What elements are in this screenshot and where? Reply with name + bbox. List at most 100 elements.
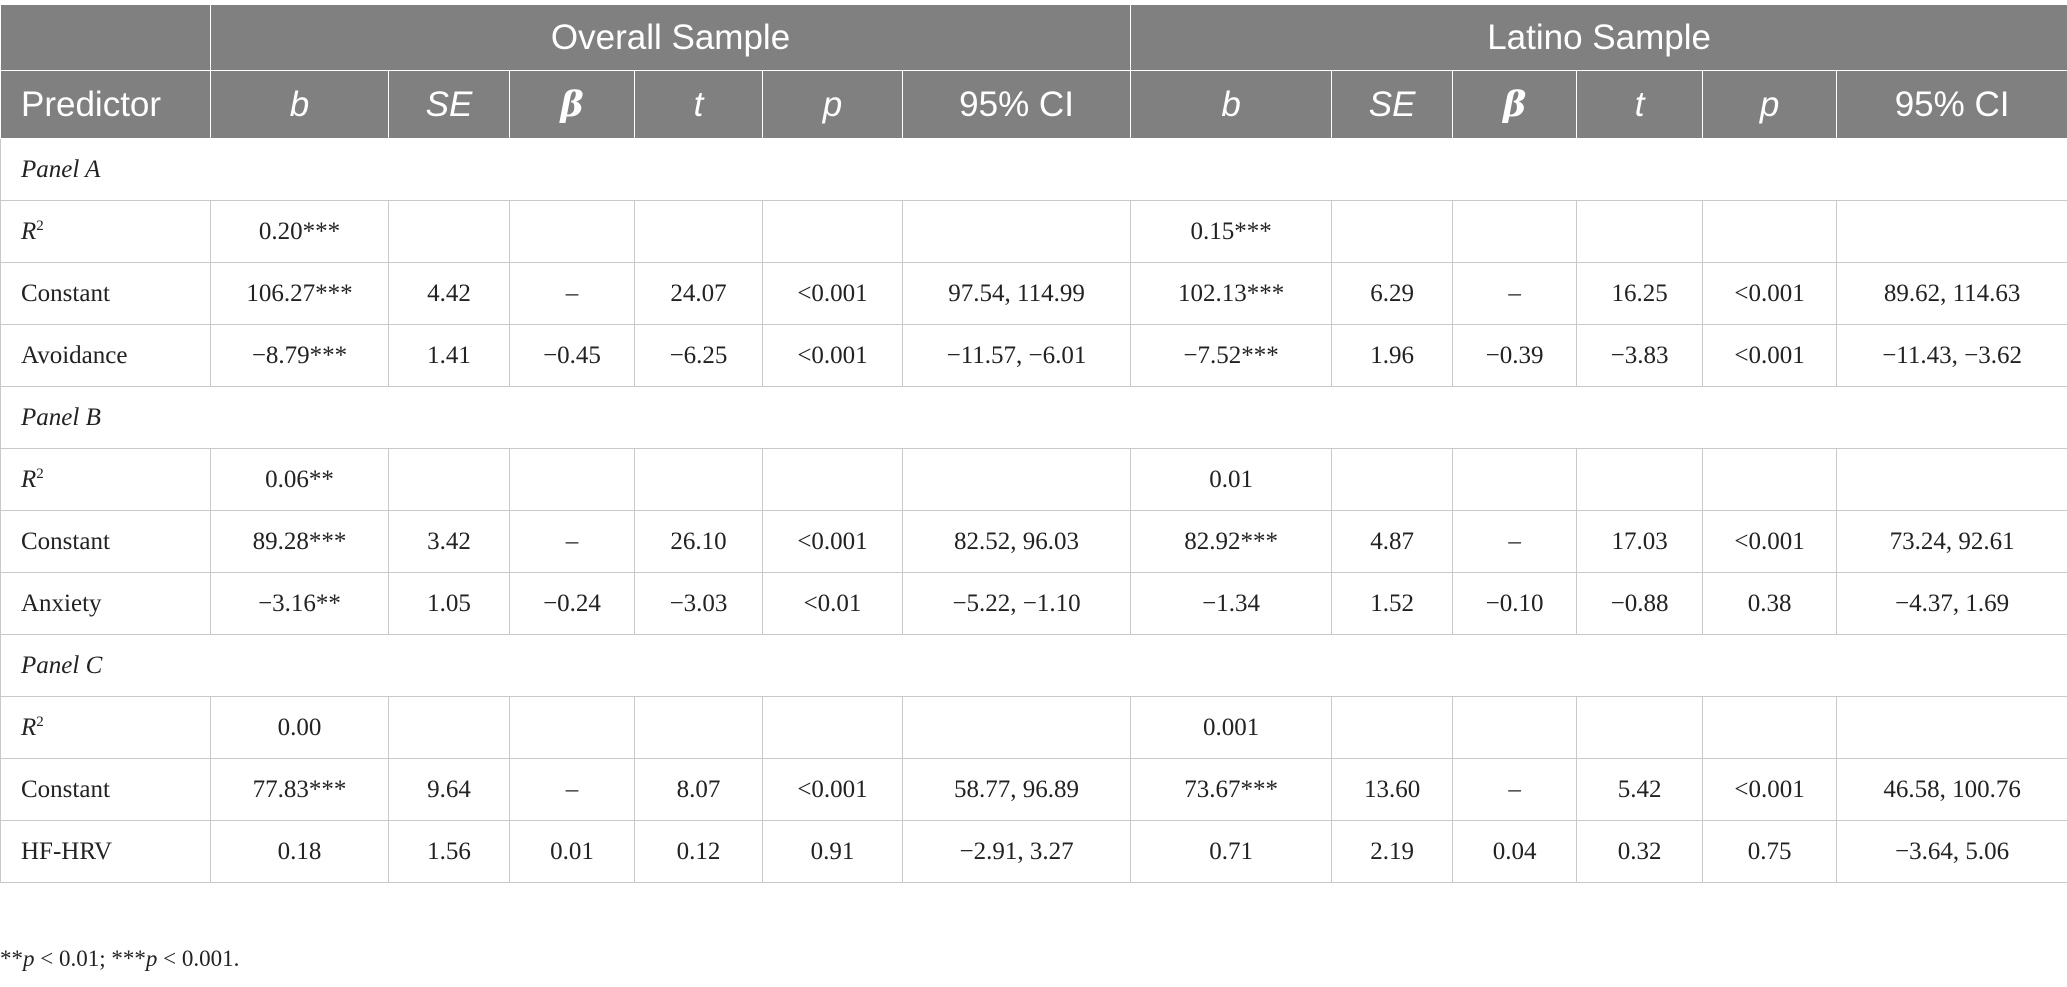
table-cell: 0.38 bbox=[1702, 572, 1838, 635]
predictor-cell: Constant bbox=[0, 262, 211, 325]
table-cell bbox=[1836, 696, 2067, 759]
panel-label: Panel A bbox=[0, 138, 2067, 201]
table-cell: 0.75 bbox=[1702, 820, 1838, 883]
table-cell: 13.60 bbox=[1331, 758, 1454, 821]
table-cell: 1.96 bbox=[1331, 324, 1454, 387]
predictor-cell: HF-HRV bbox=[0, 820, 211, 883]
table-cell: 1.52 bbox=[1331, 572, 1454, 635]
table-cell bbox=[1836, 448, 2067, 511]
group-header-row: Overall Sample Latino Sample bbox=[0, 4, 2067, 71]
table-cell bbox=[1331, 696, 1454, 759]
table-cell: 0.71 bbox=[1130, 820, 1333, 883]
table-cell: – bbox=[509, 758, 635, 821]
table-row: R2 0.00 0.001 bbox=[0, 696, 2067, 759]
panel-label: Panel B bbox=[0, 386, 2067, 449]
table-cell: −0.24 bbox=[509, 572, 635, 635]
table-cell bbox=[1331, 200, 1454, 263]
col-header-p: p bbox=[1702, 70, 1838, 139]
table-row: Avoidance −8.79*** 1.41 −0.45 −6.25 <0.001 −11… bbox=[0, 324, 2067, 387]
table-cell bbox=[901, 448, 1132, 511]
table-cell: 0.18 bbox=[210, 820, 389, 883]
table-cell: 26.10 bbox=[634, 510, 763, 573]
predictor-superscript: 2 bbox=[36, 217, 44, 234]
table-cell: – bbox=[1452, 262, 1578, 325]
table-body: Panel A R2 0.20*** 0.15*** Constant 106.27***… bbox=[0, 138, 2067, 883]
table-cell bbox=[1331, 448, 1454, 511]
col-header-ci: 95% CI bbox=[901, 70, 1132, 139]
footnote-stars: ** bbox=[0, 946, 23, 971]
table-cell: <0.001 bbox=[1702, 262, 1838, 325]
table-cell: 82.92*** bbox=[1130, 510, 1333, 573]
col-header-t: t bbox=[1576, 70, 1704, 139]
table-cell: 0.01 bbox=[1130, 448, 1333, 511]
table-cell: −3.03 bbox=[634, 572, 763, 635]
table-row: R2 0.20*** 0.15*** bbox=[0, 200, 2067, 263]
table-row: Constant 106.27*** 4.42–24.07 <0.001 97.54, … bbox=[0, 262, 2067, 325]
table-cell: 6.29 bbox=[1331, 262, 1454, 325]
table-cell bbox=[509, 200, 635, 263]
predictor-label: Constant bbox=[21, 527, 110, 555]
panel-row: Panel A bbox=[0, 138, 2067, 201]
col-header-ci: 95% CI bbox=[1836, 70, 2067, 139]
table-cell: −0.39 bbox=[1452, 324, 1578, 387]
table-cell bbox=[901, 200, 1132, 263]
table-cell bbox=[1576, 696, 1704, 759]
table-cell: <0.01 bbox=[762, 572, 903, 635]
predictor-label: Avoidance bbox=[21, 341, 128, 369]
table-cell: 0.32 bbox=[1576, 820, 1704, 883]
predictor-cell: R2 bbox=[0, 448, 211, 511]
col-header-beta: β bbox=[509, 70, 635, 139]
table-cell: 24.07 bbox=[634, 262, 763, 325]
table-cell: 89.28*** bbox=[210, 510, 389, 573]
table-cell: 1.41 bbox=[388, 324, 510, 387]
table-cell: <0.001 bbox=[1702, 510, 1838, 573]
table-cell: 9.64 bbox=[388, 758, 510, 821]
table-cell: 0.06** bbox=[210, 448, 389, 511]
predictor-cell: Anxiety bbox=[0, 572, 211, 635]
predictor-label: R bbox=[21, 465, 37, 493]
table-cell bbox=[634, 200, 763, 263]
table-cell bbox=[1836, 200, 2067, 263]
table-cell bbox=[1702, 200, 1838, 263]
table-cell: – bbox=[509, 510, 635, 573]
table-cell: −7.52*** bbox=[1130, 324, 1333, 387]
col-header-predictor: Predictor bbox=[0, 70, 211, 139]
table-row: Anxiety −3.16** 1.05 −0.24 −3.03 <0.01 −5.22, … bbox=[0, 572, 2067, 635]
table-cell bbox=[388, 696, 510, 759]
footnote-stars: *** bbox=[111, 946, 146, 971]
col-header-se: SE bbox=[388, 70, 510, 139]
table-cell bbox=[1702, 448, 1838, 511]
predictor-cell: Constant bbox=[0, 510, 211, 573]
col-header-beta: β bbox=[1452, 70, 1578, 139]
table-cell: <0.001 bbox=[1702, 324, 1838, 387]
predictor-label: R bbox=[21, 713, 37, 741]
table-cell: <0.001 bbox=[762, 758, 903, 821]
table-cell: 0.12 bbox=[634, 820, 763, 883]
table-cell: 4.87 bbox=[1331, 510, 1454, 573]
table-row: Constant 89.28*** 3.42–26.10 <0.001 82.52, 9… bbox=[0, 510, 2067, 573]
predictor-cell: Constant bbox=[0, 758, 211, 821]
table-cell bbox=[1576, 200, 1704, 263]
table-cell: 1.05 bbox=[388, 572, 510, 635]
table-cell: −3.83 bbox=[1576, 324, 1704, 387]
predictor-label: Constant bbox=[21, 775, 110, 803]
table-cell: −1.34 bbox=[1130, 572, 1333, 635]
table-cell bbox=[1452, 200, 1578, 263]
table-cell: 17.03 bbox=[1576, 510, 1704, 573]
col-header-p: p bbox=[762, 70, 903, 139]
table-cell bbox=[509, 448, 635, 511]
regression-table: Overall Sample Latino Sample Predictor b… bbox=[0, 4, 2067, 883]
group-header-overall: Overall Sample bbox=[209, 4, 1132, 71]
table-cell: 97.54, 114.99 bbox=[901, 262, 1132, 325]
table-cell bbox=[1452, 696, 1578, 759]
col-header-t: t bbox=[634, 70, 763, 139]
table-cell bbox=[634, 696, 763, 759]
table-cell: 0.001 bbox=[1130, 696, 1333, 759]
table-cell: 0.91 bbox=[762, 820, 903, 883]
panel-row: Panel B bbox=[0, 386, 2067, 449]
table-cell: – bbox=[1452, 510, 1578, 573]
table-cell: – bbox=[1452, 758, 1578, 821]
table-cell bbox=[762, 696, 903, 759]
table-cell: −0.45 bbox=[509, 324, 635, 387]
predictor-superscript: 2 bbox=[36, 465, 44, 482]
